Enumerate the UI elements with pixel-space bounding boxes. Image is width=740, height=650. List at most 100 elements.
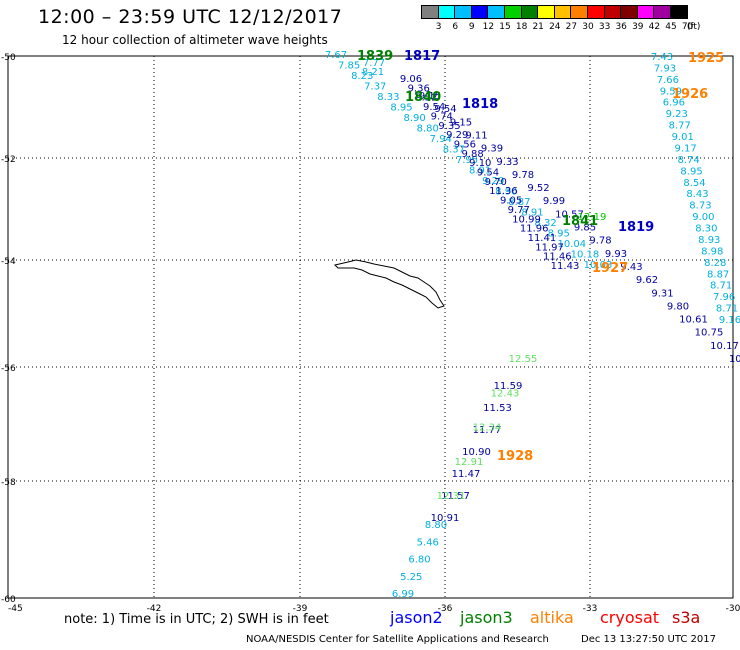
footnote: note: 1) Time is in UTC; 2) SWH is in fe… <box>64 612 329 627</box>
swh-value-jason2-1817: 10.1 <box>729 354 740 365</box>
satellite-legend-cryosat: cryosat <box>600 608 660 627</box>
swh-value-jason2-1819: 11.59 <box>494 381 523 392</box>
swh-value-cyan-track-a: 8.32 <box>534 218 556 229</box>
swh-value-jason2-1818: 9.54 <box>423 102 445 113</box>
latitude-tick-label: -54 <box>1 257 16 267</box>
swh-value-jason2-1818: 9.56 <box>454 139 476 150</box>
swh-value-jason2-1818: 11.96 <box>520 224 549 235</box>
swh-value-cyan-track-b: 8.28 <box>704 258 726 269</box>
swh-value-cyan-track-b: 8.74 <box>677 155 699 166</box>
swh-value-cyan-track-b: 9.00 <box>692 212 714 223</box>
legend-label: 36 <box>615 22 627 32</box>
swh-value-cyan-track-a: 8.91 <box>521 208 543 219</box>
swh-value-jason3-1841: 12.19 <box>578 212 607 223</box>
swh-value-jason2-1819: 11.47 <box>452 469 481 480</box>
swh-value-jason2-1819: 10.91 <box>431 513 460 524</box>
swh-value-cyan-track-a: 8.90 <box>495 187 517 198</box>
page-title: 12:00 – 23:59 UTC 12/12/2017 <box>38 6 343 28</box>
swh-value-cyan-track-b: 7.43 <box>651 52 673 63</box>
map-frame <box>7 55 734 599</box>
longitude-tick-label: -39 <box>293 604 308 614</box>
swh-value-cyan-track-a: 7.94 <box>430 134 452 145</box>
swh-value-cyan-track-b: 9.17 <box>675 143 697 154</box>
swh-value-cyan-track-a: 8.90 <box>403 113 425 124</box>
page-subtitle: 12 hour collection of altimeter wave hei… <box>62 33 328 47</box>
swh-value-cyan-track-a: 7.37 <box>364 82 386 93</box>
swh-value-jason2-1817: 9.31 <box>651 288 673 299</box>
swh-value-jason2-1817: 10.75 <box>695 328 724 339</box>
swh-value-cyan-track-b: 8.71 <box>710 281 732 292</box>
swh-value-jason3-1839: 8.21 <box>362 67 384 78</box>
swh-value-jason2-1818: 9.05 <box>500 196 522 207</box>
legend-swatch <box>669 5 688 19</box>
legend-label: 42 <box>648 22 661 32</box>
pass-label-jason2-1817: 1817 <box>404 49 440 64</box>
swh-value-cyan-track-b: 7.93 <box>654 63 676 74</box>
swh-value-jason2-1818: 10.99 <box>512 214 541 225</box>
swh-value-jason2-1818: 9.88 <box>461 149 483 160</box>
swh-value-cyan-track-a: 7.95 <box>456 155 478 166</box>
legend-label: 15 <box>499 22 511 32</box>
swh-value-cyan-track-b: 8.95 <box>680 166 702 177</box>
legend-swatches <box>421 5 688 19</box>
swh-value-jason3-1840: 12.31 <box>437 491 466 502</box>
legend-label: 45 <box>665 22 677 32</box>
swh-value-jason3-1839: 7.77 <box>363 58 385 69</box>
swh-value-cyan-track-b: 8.93 <box>698 235 720 246</box>
legend-label: 3 <box>435 22 442 32</box>
legend-label: 33 <box>598 22 611 32</box>
pass-label-jason2-1818: 1818 <box>462 97 498 112</box>
swh-value-cyan-track-b: 8.73 <box>689 201 711 212</box>
swh-value-cyan-track-a: 10.04 <box>557 239 586 250</box>
swh-value-jason2-1818: 9.10 <box>469 158 491 169</box>
swh-value-cyan-track-b: 8.30 <box>695 224 717 235</box>
swh-value-cyan-track-a: 8.87 <box>508 197 530 208</box>
latitude-tick-label: -52 <box>1 155 16 165</box>
swh-value-cyan-track-b: 7.66 <box>657 75 679 86</box>
wave-height-color-legend: 3 6 9 12 15 18 21 24 27 30 33 36 39 42 45 70 (ft) <box>421 5 700 33</box>
latitude-tick-label: -58 <box>1 478 16 488</box>
longitude-tick-label: -45 <box>8 604 23 614</box>
swh-value-cyan-track-b: 6.96 <box>663 98 685 109</box>
swh-value-cyan-track-a: 7.85 <box>338 61 360 72</box>
swh-value-cyan-track-b: 9.59 <box>660 86 682 97</box>
swh-value-cyan-track-b: 7.96 <box>713 292 735 303</box>
pass-label-altika-1925: 1925 <box>688 51 724 66</box>
swh-value-jason2-1818: 11.43 <box>551 261 580 272</box>
swh-value-jason2-1819: 11.57 <box>441 491 470 502</box>
swh-value-cyan-track-b: 8.77 <box>669 121 691 132</box>
swh-value-jason2-1817: 10.61 <box>679 315 708 326</box>
legend-label: 9 <box>468 22 475 32</box>
swh-value-jason3-1840: 12.34 <box>473 423 502 434</box>
swh-value-jason2-1818: 9.35 <box>438 121 460 132</box>
swh-value-cyan-track-a: 8.37 <box>443 145 465 156</box>
swh-value-jason2-1817: 10.17 <box>710 341 739 352</box>
swh-value-jason2-1817: 10.57 <box>555 209 584 220</box>
swh-value-cyan-track-a: 8.91 <box>469 166 491 177</box>
legend-label: (ft) <box>686 22 701 32</box>
swh-value-cyan-track-b: 8.43 <box>686 189 708 200</box>
legend-label: 21 <box>532 22 544 32</box>
latitude-tick-label: -50 <box>1 53 16 63</box>
satellite-legend-jason2: jason2 <box>390 608 443 627</box>
pass-label-jason3-1839: 1839 <box>357 49 393 64</box>
legend-label: 24 <box>549 22 561 32</box>
legend-label: 39 <box>632 22 644 32</box>
swh-value-jason2-1819: 10.90 <box>462 447 491 458</box>
swh-value-cyan-track-a: 8.95 <box>548 229 570 240</box>
latitude-tick-label: -60 <box>1 595 16 605</box>
swh-value-jason2-1817: 9.54 <box>434 104 456 115</box>
swh-value-cyan-track-a: 9.29 <box>482 176 504 187</box>
swh-value-cyan-track-b: 9.01 <box>672 132 694 143</box>
swh-value-jason2-1817: 9.85 <box>574 223 596 234</box>
latitude-tick-label: -56 <box>1 364 16 374</box>
swh-value-jason2-1817: 9.39 <box>481 144 503 155</box>
swh-value-jason2-1817: 9.43 <box>620 262 642 273</box>
swh-value-cyan-tail: 6.80 <box>408 555 430 566</box>
swh-value-jason2-1818: 11.46 <box>543 252 572 263</box>
legend-label: 12 <box>482 22 495 32</box>
longitude-tick-label: -42 <box>147 604 162 614</box>
swh-value-jason2-1817: 9.78 <box>589 236 611 247</box>
swh-value-jason3-1840: 12.43 <box>491 388 520 399</box>
